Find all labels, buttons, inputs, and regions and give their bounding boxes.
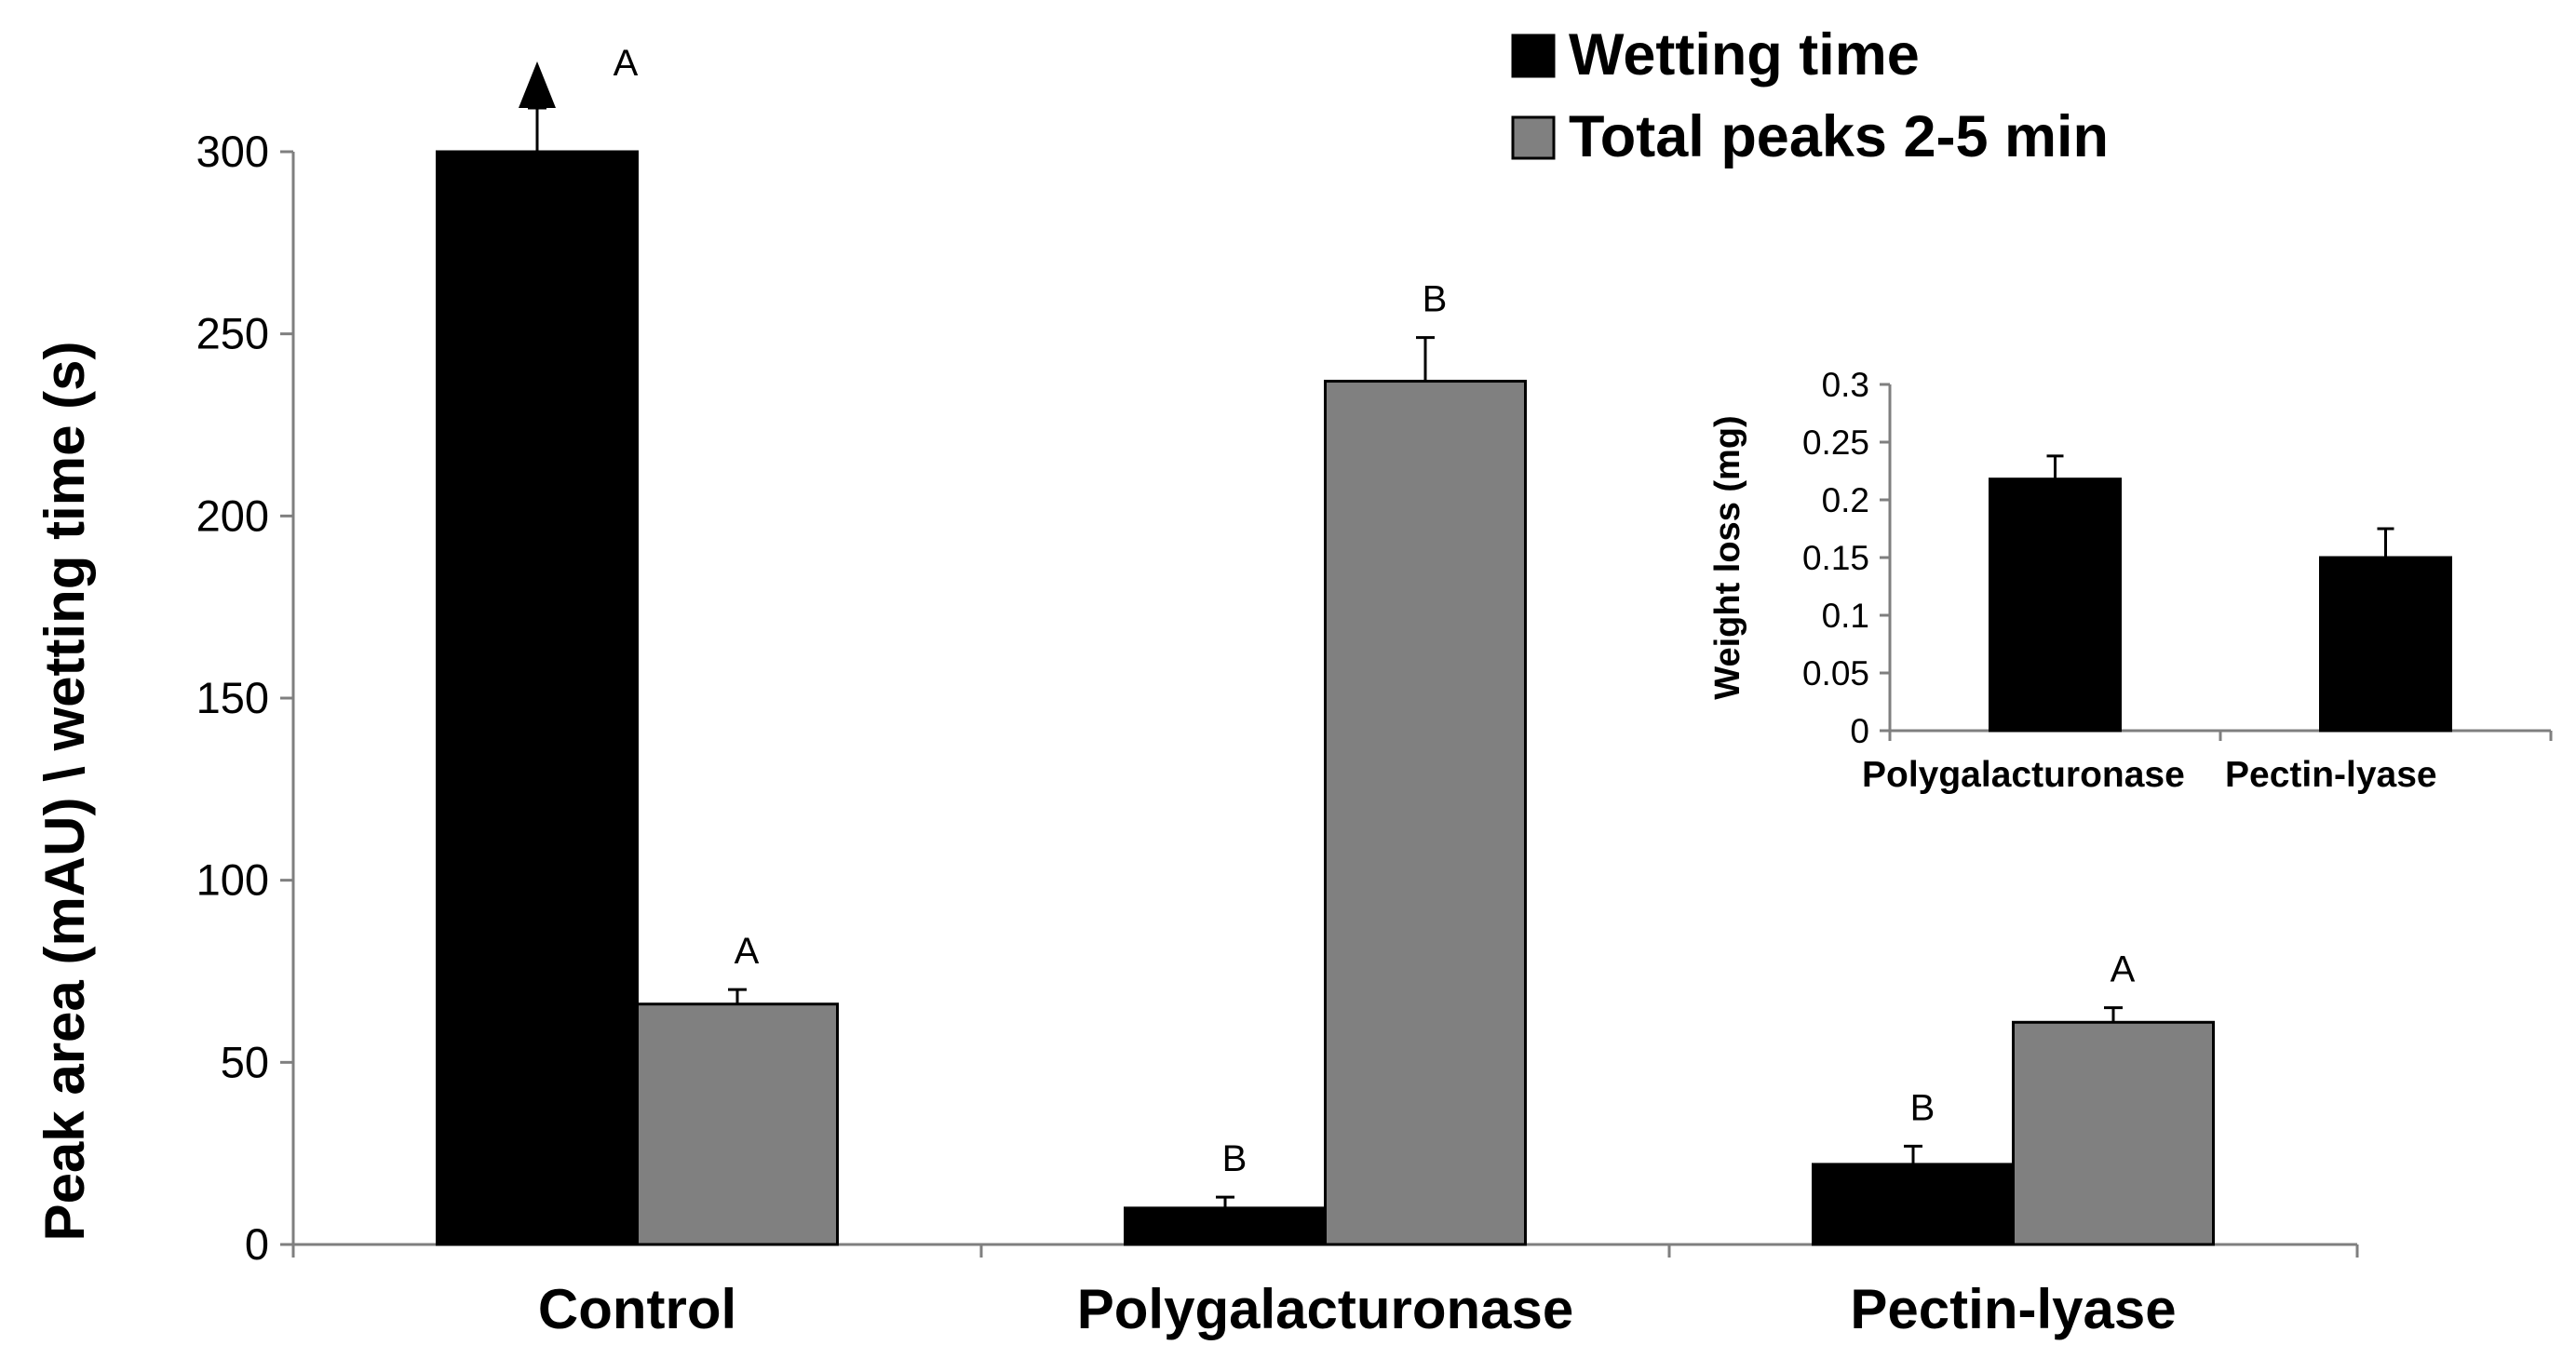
- significance-label: A: [2111, 949, 2136, 990]
- bar: [1812, 1163, 2015, 1246]
- x-category-label: Pectin-lyase: [1850, 1278, 2176, 1340]
- inset-y-tick-label: 0.05: [1802, 654, 1869, 693]
- x-category-label: Polygalacturonase: [1077, 1278, 1574, 1340]
- inset-y-tick-label: 0.25: [1802, 424, 1869, 462]
- inset-y-axis-title: Weight loss (mg): [1708, 415, 1747, 699]
- significance-label: B: [1222, 1138, 1248, 1179]
- y-tick-label: 250: [196, 309, 269, 358]
- y-tick-label: 100: [196, 855, 269, 905]
- inset-y-tick-label: 0.2: [1822, 481, 1869, 519]
- inset-x-category-label: Pectin-lyase: [2225, 755, 2437, 795]
- bar: [1324, 380, 1527, 1246]
- legend-swatch: [1511, 115, 1556, 160]
- y-tick-label: 0: [245, 1219, 269, 1269]
- inset-x-category-label: Polygalacturonase: [1862, 755, 2185, 795]
- legend-label: Wetting time: [1569, 22, 1920, 87]
- inset-y-tick-label: 0.15: [1802, 539, 1869, 577]
- y-tick-label: 150: [196, 673, 269, 722]
- legend-swatch: [1511, 34, 1556, 78]
- x-category-label: Control: [538, 1278, 736, 1340]
- inset-y-tick-label: 0: [1850, 712, 1869, 750]
- inset-y-tick-label: 0.1: [1822, 597, 1869, 635]
- y-axis-title: Peak area (mAU) \ wetting time (s): [34, 342, 96, 1242]
- inset-bar: [2319, 556, 2452, 733]
- y-tick-label: 50: [221, 1037, 269, 1086]
- y-tick-label: 200: [196, 491, 269, 540]
- bar: [2012, 1020, 2215, 1246]
- significance-label: B: [1423, 279, 1448, 320]
- inset-y-tick-label: 0.3: [1822, 366, 1869, 404]
- overflow-arrow: [519, 61, 556, 109]
- bar: [1124, 1206, 1327, 1246]
- significance-label: A: [614, 43, 639, 84]
- legend-label: Total peaks 2-5 min: [1569, 104, 2109, 169]
- bar: [636, 1002, 839, 1246]
- y-tick-label: 300: [196, 127, 269, 176]
- significance-label: A: [735, 931, 760, 972]
- significance-label: B: [1910, 1087, 1935, 1128]
- bar: [436, 150, 639, 1246]
- inset-bar: [1989, 478, 2122, 733]
